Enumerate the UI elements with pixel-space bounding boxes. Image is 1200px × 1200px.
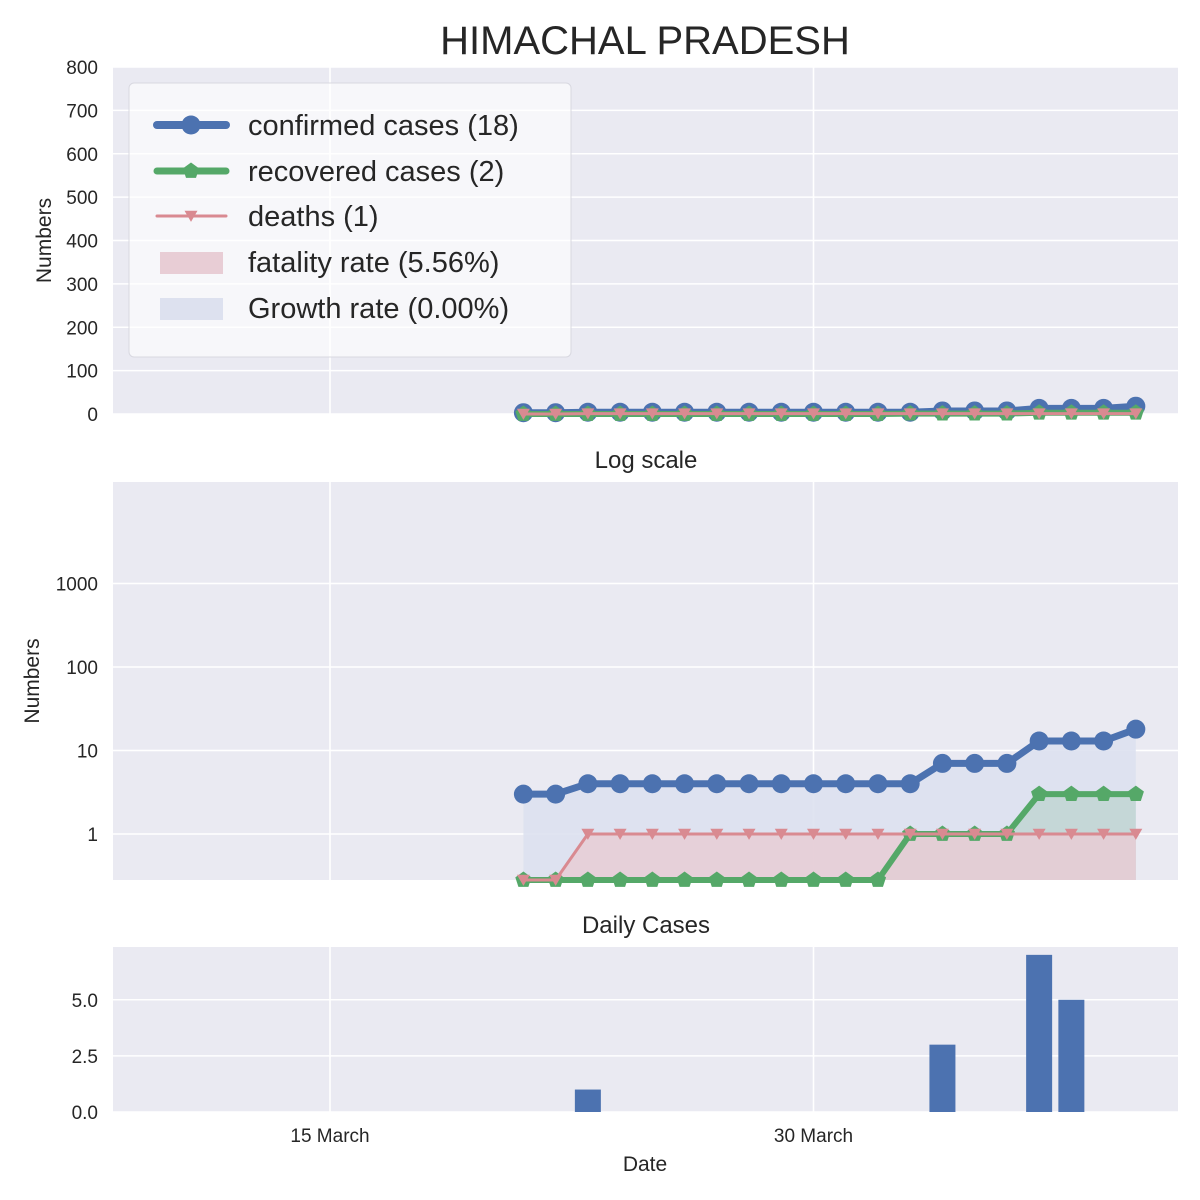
data-point-confirmed <box>675 774 694 793</box>
panel-daily: 0.0 2.5 5.0 Daily Cases 15 March 30 March <box>72 912 1178 1147</box>
panel-subtitle-daily: Daily Cases <box>582 912 710 939</box>
data-point-confirmed <box>578 774 597 793</box>
y-tick-label: 700 <box>66 101 98 122</box>
data-point-confirmed <box>643 774 662 793</box>
y-tick-label: 500 <box>66 188 98 209</box>
panel-log: 1 10 100 1000 Log scale Numbers <box>21 447 1178 887</box>
x-tick-label: 30 March <box>774 1126 853 1147</box>
data-point-confirmed <box>182 116 201 135</box>
legend: confirmed cases (18) recovered cases (2) d… <box>129 83 571 357</box>
y-tick-label: 800 <box>66 58 98 79</box>
data-point-confirmed <box>1030 731 1049 750</box>
x-tick-label: 15 March <box>290 1126 369 1147</box>
y-tick-label: 2.5 <box>72 1047 98 1068</box>
daily-case-bar <box>1026 955 1052 1112</box>
data-point-confirmed <box>868 774 887 793</box>
legend-swatch <box>160 298 223 320</box>
daily-case-bar <box>575 1090 601 1112</box>
data-point-confirmed <box>740 774 759 793</box>
data-point-confirmed <box>997 754 1016 773</box>
y-tick-label: 10 <box>77 742 98 763</box>
y-tick-label: 1000 <box>56 575 98 596</box>
legend-swatch <box>160 252 223 274</box>
fatality-rate-area <box>523 834 1135 880</box>
daily-case-bar <box>1058 1000 1084 1112</box>
data-point-confirmed <box>933 754 952 773</box>
y-tick-label: 0.0 <box>72 1103 98 1124</box>
data-point-confirmed <box>546 785 565 804</box>
y-tick-label: 300 <box>66 275 98 296</box>
legend-label: fatality rate (5.56%) <box>248 247 499 279</box>
data-point-confirmed <box>1126 720 1145 739</box>
data-point-confirmed <box>901 774 920 793</box>
y-tick-label: 100 <box>66 362 98 383</box>
y-tick-label: 5.0 <box>72 991 98 1012</box>
panel-subtitle-log: Log scale <box>595 447 698 474</box>
daily-case-bar <box>929 1045 955 1112</box>
y-tick-label: 200 <box>66 318 98 339</box>
y-tick-label: 400 <box>66 232 98 253</box>
data-point-confirmed <box>1094 731 1113 750</box>
y-axis-label: Numbers <box>33 198 56 283</box>
y-axis-label: Numbers <box>21 638 44 723</box>
data-point-confirmed <box>965 754 984 773</box>
data-point-confirmed <box>804 774 823 793</box>
data-point-confirmed <box>707 774 726 793</box>
data-point-confirmed <box>836 774 855 793</box>
legend-label: recovered cases (2) <box>248 156 504 188</box>
y-tick-label: 1 <box>87 825 98 846</box>
chart-title: HIMACHAL PRADESH <box>440 19 850 63</box>
legend-label: confirmed cases (18) <box>248 110 519 142</box>
x-axis-label: Date <box>623 1153 667 1176</box>
data-point-confirmed <box>772 774 791 793</box>
y-tick-label: 600 <box>66 145 98 166</box>
y-tick-label: 0 <box>87 405 98 426</box>
plot-area-daily <box>113 947 1178 1112</box>
legend-label: Growth rate (0.00%) <box>248 293 509 325</box>
data-point-confirmed <box>1062 731 1081 750</box>
data-point-confirmed <box>611 774 630 793</box>
data-point-confirmed <box>514 785 533 804</box>
legend-label: deaths (1) <box>248 201 379 233</box>
y-tick-label: 100 <box>66 658 98 679</box>
